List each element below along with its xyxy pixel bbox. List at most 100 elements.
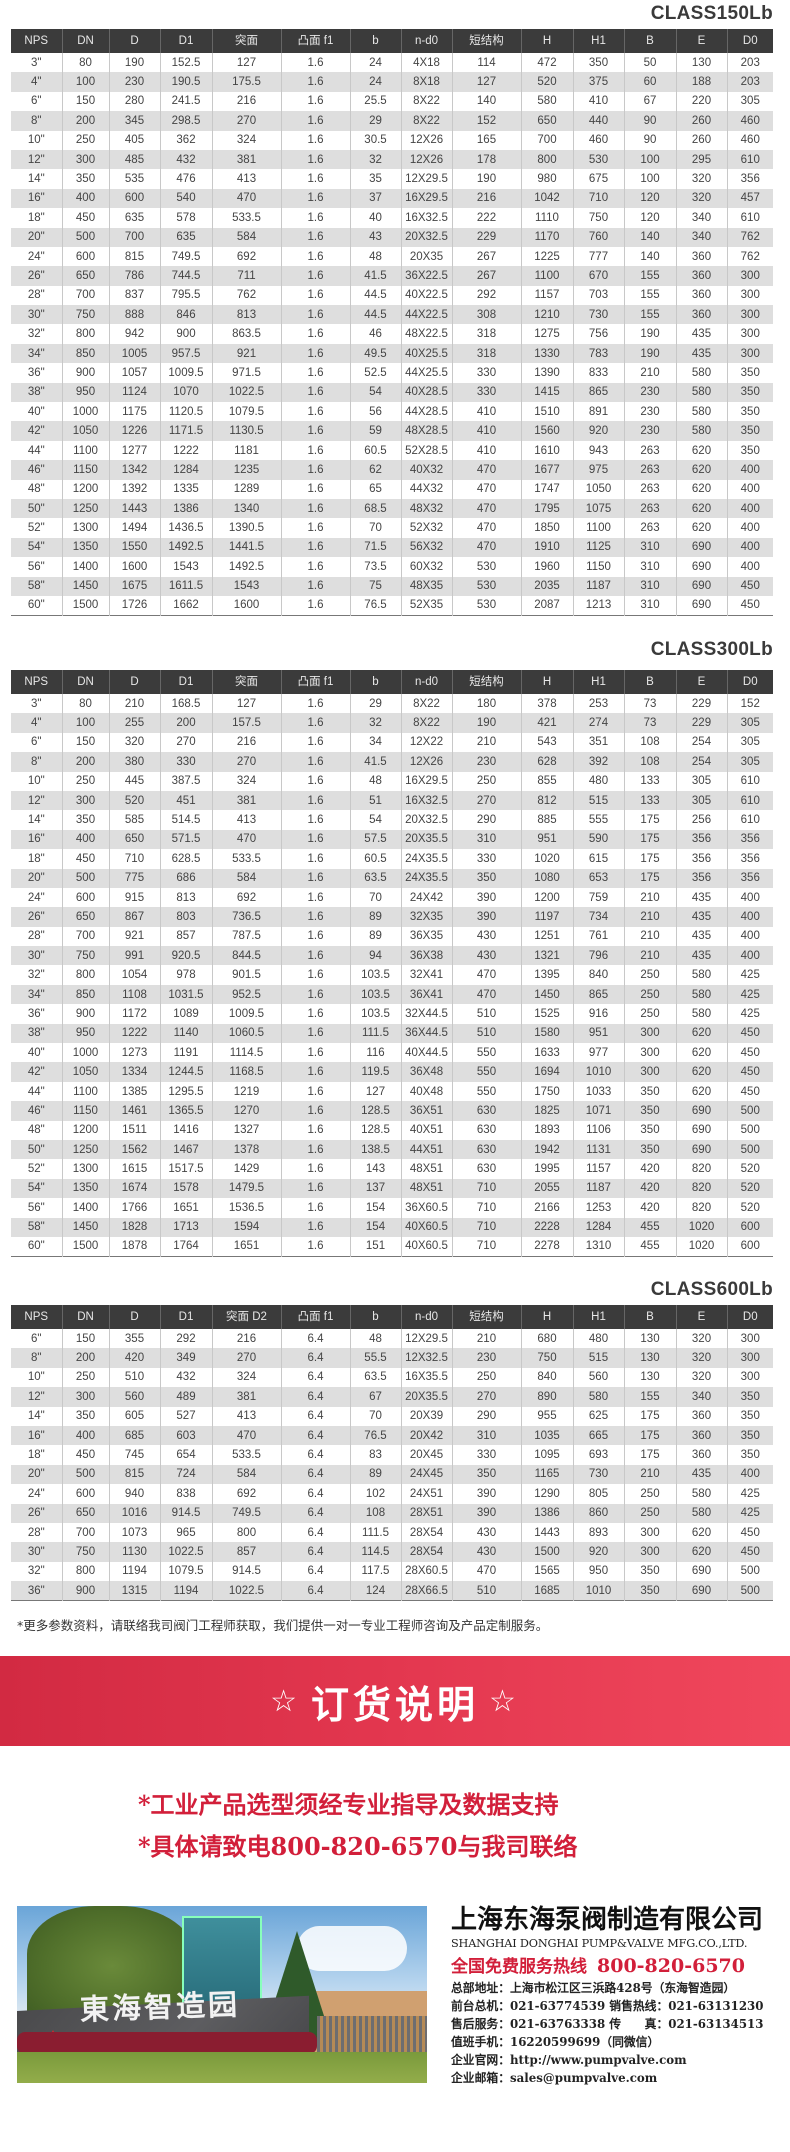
table-cell: 350 (726, 1445, 773, 1465)
table-cell: 857 (211, 1542, 281, 1562)
table-row: 24" 600 915 813 692 1.6 70 24X42 390 1200 759 210 43… (11, 887, 773, 908)
table-cell: 381 (211, 149, 281, 170)
table-cell: 12X22 (400, 732, 452, 753)
table-cell: 324 (211, 771, 281, 791)
table-cell: 1073 (108, 1522, 160, 1543)
table-cell: 36X51 (400, 1101, 452, 1121)
table-cell: 300 (61, 149, 109, 170)
table-row: 58" 1450 1828 1713 1594 1.6 154 40X60.5 710 2228 1… (11, 1217, 773, 1237)
table-cell: 300 (61, 790, 109, 811)
table-cell: 356 (726, 849, 773, 869)
table-cell: 846 (159, 305, 212, 325)
table-cell: 1.6 (280, 402, 350, 422)
table-cell: 40X25.5 (400, 343, 452, 364)
table-cell: 4X18 (400, 53, 452, 73)
table-cell: 1075 (572, 498, 624, 519)
table-cell: 1300 (61, 518, 109, 538)
table-cell: 628 (520, 752, 573, 772)
contact-email[interactable]: 企业邮箱：sales@pumpvalve.com (451, 2071, 658, 2085)
hotline: 全国免费服务热线 800-820-6570 (451, 1954, 781, 1978)
table-cell: 24 (349, 53, 401, 73)
table-cell: 6.4 (280, 1464, 350, 1485)
column-header: 短结构 (451, 29, 521, 53)
table-cell: 175 (623, 810, 676, 830)
table-row: 26" 650 786 744.5 711 1.6 41.5 36X22.5 267 1100 67… (11, 266, 773, 286)
table-cell: 1461 (108, 1101, 160, 1121)
table-cell: 1200 (520, 887, 573, 908)
table-cell: 6.4 (280, 1581, 350, 1601)
table-cell: 1390 (520, 363, 573, 383)
table-cell: 489 (159, 1387, 212, 1407)
table-cell: 44X22.5 (400, 305, 452, 325)
table-cell: 470 (211, 1425, 281, 1446)
table-cell: 263 (623, 440, 676, 461)
order-info-banner: ☆ 订货说明 ☆ (0, 1656, 790, 1746)
table-cell: 67 (349, 1387, 401, 1407)
table-cell: 12" (11, 790, 62, 811)
table-cell: 1.6 (280, 460, 350, 480)
table-cell: 300 (61, 1387, 109, 1407)
table-cell: 310 (451, 829, 521, 850)
table-cell: 1057 (108, 363, 160, 383)
table-cell: 500 (726, 1139, 773, 1160)
table-cell: 420 (623, 1198, 676, 1218)
table-cell: 400 (726, 518, 773, 538)
table-cell: 685 (108, 1425, 160, 1446)
table-cell: 775 (108, 868, 160, 888)
table-cell: 1494 (108, 518, 160, 538)
table-cell: 70 (349, 887, 401, 908)
table-cell: 42" (11, 421, 62, 441)
column-header: 凸面 f1 (280, 670, 350, 694)
table-cell: 650 (61, 1503, 109, 1523)
table-cell: 635 (159, 227, 212, 247)
table-cell: 1436.5 (159, 518, 212, 538)
column-header: 短结构 (451, 670, 521, 694)
table-cell: 305 (675, 790, 727, 811)
table-row: 38" 950 1124 1070 1022.5 1.6 54 40X28.5 330 1415 8… (11, 382, 773, 403)
table-cell: 100 (623, 169, 676, 189)
table-cell: 130 (623, 1348, 676, 1368)
table-cell: 470 (451, 460, 521, 480)
table-cell: 1042 (520, 188, 573, 209)
table-cell: 14" (27, 173, 45, 186)
table-cell: 450 (726, 1023, 773, 1044)
table-cell: 1335 (159, 479, 212, 499)
table-cell: 14" (27, 814, 45, 827)
table-cell: 190 (623, 324, 676, 344)
table-cell: 350 (623, 1101, 676, 1121)
table-cell: 356 (675, 849, 727, 869)
table-cell: 350 (61, 1406, 109, 1426)
table-cell: 175 (623, 829, 676, 850)
table-cell: 410 (451, 440, 521, 461)
table-cell: 690 (675, 1139, 727, 1160)
table-cell: 920 (572, 1542, 624, 1562)
table-cell: 20X35.5 (400, 1387, 452, 1407)
table-row: 6" 150 355 292 216 6.4 48 12X29.5 210 680 480 130 32… (11, 1329, 773, 1349)
table-cell: 550 (451, 1043, 521, 1063)
table-cell: 435 (675, 887, 727, 908)
contact-website[interactable]: 企业官网：http://www.pumpvalve.com (451, 2053, 687, 2067)
column-header: H1 (572, 670, 624, 694)
table-cell: 230 (623, 402, 676, 422)
table-cell: 165 (451, 130, 521, 150)
table-cell: 40X48 (400, 1081, 452, 1102)
table-cell: 32X35 (400, 907, 452, 927)
table-cell: 119.5 (349, 1062, 401, 1082)
table-cell: 1415 (520, 382, 573, 403)
table-cell: 381 (211, 1387, 281, 1407)
table-cell: 320 (675, 1367, 727, 1388)
table-cell: 2035 (520, 576, 573, 596)
table-cell: 838 (159, 1484, 212, 1504)
contact-address: 总部地址：上海市松江区三浜路428号（东海智造园） (451, 1981, 736, 1995)
table-cell: 1.6 (280, 479, 350, 499)
table-cell: 330 (451, 849, 521, 869)
table-cell: 10" (27, 134, 45, 147)
table-cell: 26" (11, 1503, 62, 1523)
table-cell: 1.6 (280, 285, 350, 306)
table-title: CLASS600Lb (650, 1279, 773, 1300)
table-cell: 20X32.5 (400, 810, 452, 830)
column-header: D (108, 29, 160, 53)
table-cell: 60.5 (349, 440, 401, 461)
table-row: 32" 800 1054 978 901.5 1.6 103.5 32X41 470 1395 84… (11, 965, 773, 985)
table-cell: 351 (572, 732, 624, 753)
